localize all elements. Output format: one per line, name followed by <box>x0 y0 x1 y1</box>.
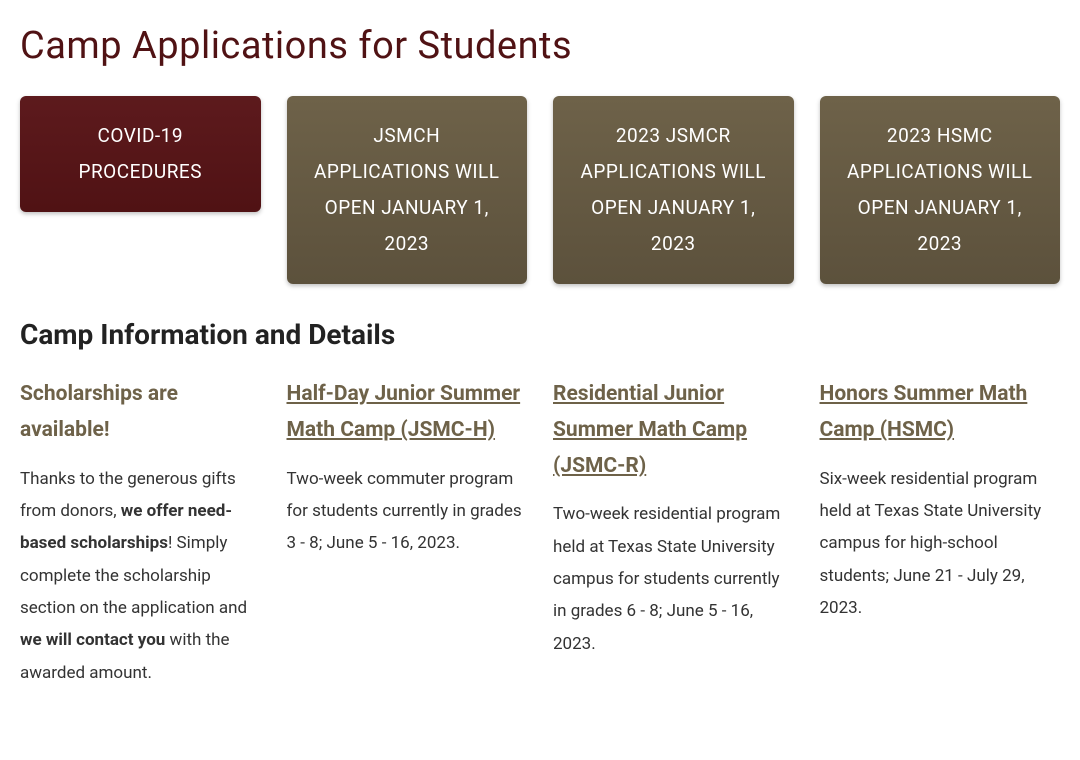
col-hsmc: Honors Summer Math Camp (HSMC) Six-week … <box>820 377 1061 624</box>
tile-jsmcr-apps[interactable]: 2023 JSMCR APPLICATIONS WILL OPEN JANUAR… <box>553 96 794 284</box>
col-body-jsmcr: Two-week residential program held at Tex… <box>553 498 794 659</box>
col-heading-jsmcr: Residential Junior Summer Math Camp (JSM… <box>553 377 794 484</box>
col-heading-scholarships: Scholarships are available! <box>20 377 261 448</box>
col-scholarships: Scholarships are available! Thanks to th… <box>20 377 261 688</box>
col-heading-jsmch: Half-Day Junior Summer Math Camp (JSMC-H… <box>287 377 528 448</box>
col-body-scholarships: Thanks to the generous gifts from donors… <box>20 463 261 689</box>
col-jsmch: Half-Day Junior Summer Math Camp (JSMC-H… <box>287 377 528 559</box>
col-heading-hsmc: Honors Summer Math Camp (HSMC) <box>820 377 1061 448</box>
col-jsmcr: Residential Junior Summer Math Camp (JSM… <box>553 377 794 660</box>
info-row: Scholarships are available! Thanks to th… <box>20 377 1060 688</box>
tile-hsmc-apps[interactable]: 2023 HSMC APPLICATIONS WILL OPEN JANUARY… <box>820 96 1061 284</box>
section-title: Camp Information and Details <box>20 318 1060 351</box>
page-title: Camp Applications for Students <box>20 24 1060 68</box>
link-jsmch[interactable]: Half-Day Junior Summer Math Camp (JSMC-H… <box>287 382 521 442</box>
col-body-jsmch: Two-week commuter program for students c… <box>287 463 528 560</box>
link-jsmcr[interactable]: Residential Junior Summer Math Camp (JSM… <box>553 382 747 477</box>
tile-row: COVID-19 PROCEDURES JSMCH APPLICATIONS W… <box>20 96 1060 284</box>
link-hsmc[interactable]: Honors Summer Math Camp (HSMC) <box>820 382 1028 442</box>
tile-jsmch-apps[interactable]: JSMCH APPLICATIONS WILL OPEN JANUARY 1, … <box>287 96 528 284</box>
col-body-hsmc: Six-week residential program held at Tex… <box>820 463 1061 624</box>
tile-covid-procedures[interactable]: COVID-19 PROCEDURES <box>20 96 261 212</box>
